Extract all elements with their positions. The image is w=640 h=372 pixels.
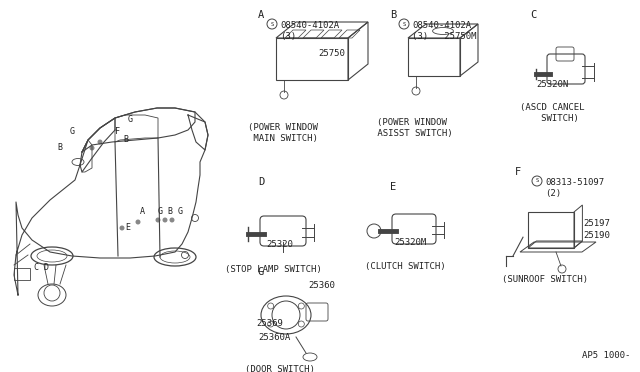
Text: 25750: 25750 (318, 49, 345, 58)
Text: S: S (403, 22, 406, 26)
Text: F: F (115, 128, 120, 137)
Text: G: G (127, 115, 132, 125)
Text: F: F (515, 167, 521, 177)
Text: C: C (33, 263, 38, 273)
Text: G: G (177, 208, 182, 217)
Bar (14, 268, 30, 280)
Text: (POWER WINDOW: (POWER WINDOW (377, 118, 447, 127)
Circle shape (90, 145, 95, 151)
Text: 08540-4102A: 08540-4102A (412, 21, 471, 30)
Text: 25320N: 25320N (536, 80, 568, 89)
Text: 08313-51097: 08313-51097 (545, 178, 604, 187)
Text: SWITCH): SWITCH) (525, 114, 579, 123)
Text: (2): (2) (545, 189, 561, 198)
Text: (DOOR SWITCH): (DOOR SWITCH) (245, 365, 315, 372)
Circle shape (120, 225, 125, 231)
Text: S: S (270, 22, 274, 26)
Circle shape (163, 218, 168, 222)
Text: E: E (125, 224, 131, 232)
Text: (ASCD CANCEL: (ASCD CANCEL (520, 103, 584, 112)
Circle shape (156, 218, 161, 222)
Text: 08540-4102A: 08540-4102A (280, 21, 339, 30)
Text: D: D (258, 177, 264, 187)
Text: B: B (168, 208, 173, 217)
Text: B: B (390, 10, 396, 20)
Text: (SUNROOF SWITCH): (SUNROOF SWITCH) (502, 275, 588, 284)
Text: 25190: 25190 (583, 231, 610, 240)
Text: D: D (44, 263, 49, 273)
Text: 25197: 25197 (583, 218, 610, 228)
Circle shape (97, 140, 102, 144)
Text: E: E (390, 182, 396, 192)
Text: 25360: 25360 (308, 280, 335, 289)
Text: C: C (530, 10, 536, 20)
Text: 25320: 25320 (267, 240, 293, 249)
Text: A: A (258, 10, 264, 20)
Text: 25320M: 25320M (394, 238, 426, 247)
Text: (CLUTCH SWITCH): (CLUTCH SWITCH) (365, 262, 445, 271)
Text: S: S (536, 179, 539, 183)
Text: G: G (258, 267, 264, 277)
Circle shape (136, 219, 141, 224)
Text: B: B (58, 144, 63, 153)
Text: ASISST SWITCH): ASISST SWITCH) (372, 129, 452, 138)
Circle shape (170, 218, 175, 222)
Text: (3)   25750M: (3) 25750M (412, 32, 477, 41)
Text: AP5 1000-: AP5 1000- (582, 351, 630, 360)
Text: G: G (157, 208, 163, 217)
Text: (3): (3) (280, 32, 296, 41)
Text: (STOP LAMP SWITCH): (STOP LAMP SWITCH) (225, 265, 321, 274)
Text: 25369: 25369 (256, 318, 283, 327)
Text: B: B (124, 135, 129, 144)
Text: (POWER WINDOW: (POWER WINDOW (248, 123, 318, 132)
Text: A: A (140, 208, 145, 217)
Text: G: G (70, 128, 74, 137)
Text: MAIN SWITCH): MAIN SWITCH) (248, 134, 318, 143)
Text: 25360A: 25360A (258, 333, 291, 341)
